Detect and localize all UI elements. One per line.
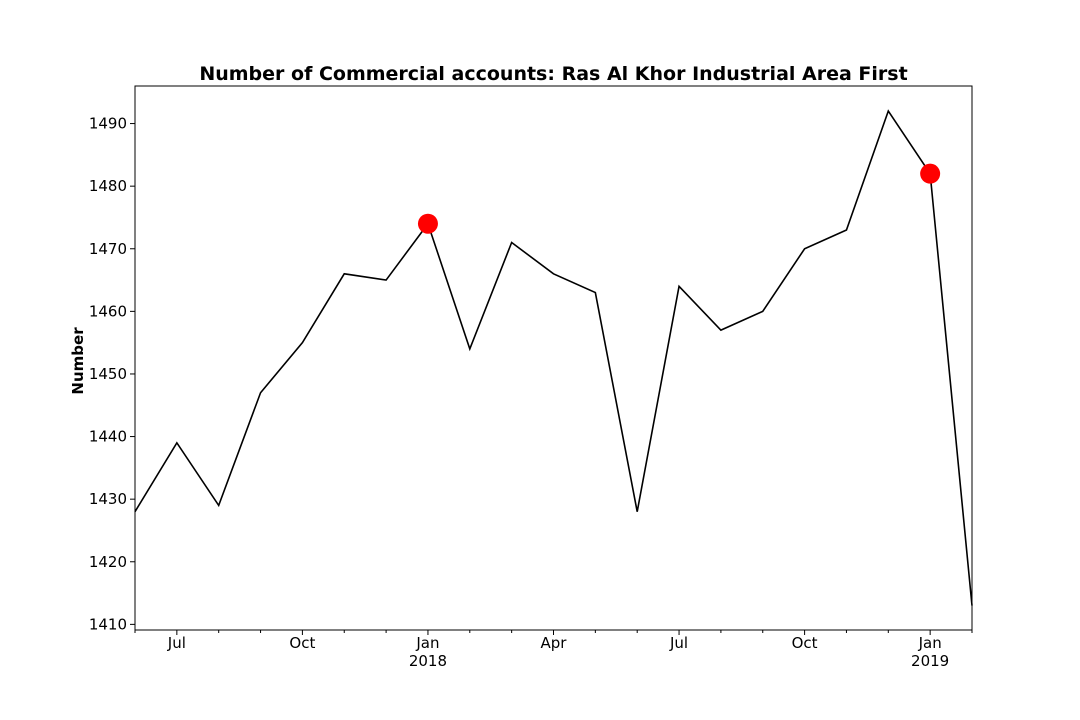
x-tick-year-label: 2019 [911, 652, 949, 670]
series-layer [134, 109, 973, 606]
y-tick-label: 1450 [89, 365, 127, 383]
x-tick-year-label: 2018 [409, 652, 447, 670]
plot-area: 1410 1420 1430 1440 1450 1460 1470 1480 1490 Jul… [89, 85, 973, 670]
x-tick-label: Oct [289, 634, 315, 652]
x-tick-label: Oct [792, 634, 818, 652]
x-tick-label: Apr [541, 634, 568, 652]
y-tick-label: 1490 [89, 115, 127, 133]
y-tick-label: 1420 [89, 553, 127, 571]
y-axis: 1410 1420 1430 1440 1450 1460 1470 1480 1490 [89, 115, 135, 633]
x-tick-label: Jul [167, 634, 186, 652]
chart-title: Number of Commercial accounts: Ras Al Kh… [199, 63, 907, 85]
y-tick-label: 1460 [89, 302, 127, 320]
x-tick-label: Jan [918, 634, 942, 652]
y-axis-label: Number [69, 327, 87, 395]
series-line [134, 109, 973, 606]
x-tick-label: Jul [669, 634, 688, 652]
highlight-marker [417, 213, 438, 234]
x-tick-label: Jan [415, 634, 439, 652]
highlight-layer [417, 163, 941, 234]
plot-frame [134, 85, 973, 631]
y-tick-label: 1440 [89, 428, 127, 446]
y-tick-label: 1470 [89, 240, 127, 258]
y-tick-label: 1410 [89, 615, 127, 633]
highlight-marker [920, 163, 941, 184]
y-tick-label: 1430 [89, 490, 127, 508]
y-tick-label: 1480 [89, 177, 127, 195]
